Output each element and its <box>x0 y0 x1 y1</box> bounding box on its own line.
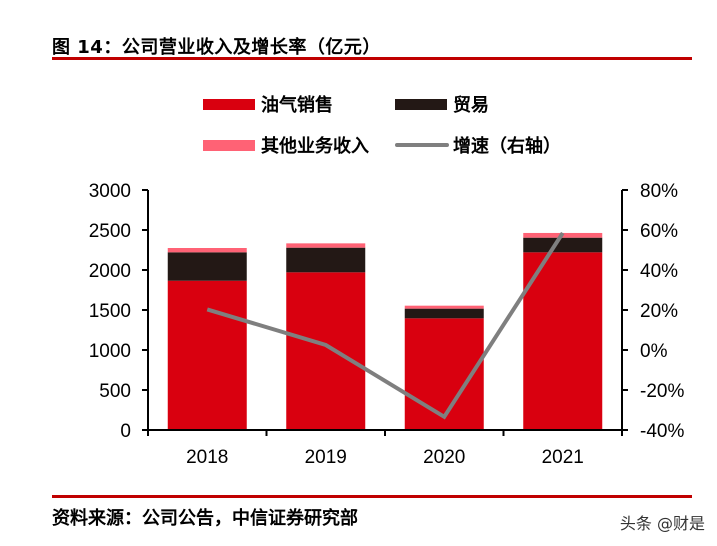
bar-2018-2 <box>167 248 247 253</box>
bar-2021-0 <box>523 252 603 430</box>
bar-2020-1 <box>404 308 484 319</box>
left-tick-label-2000: 2000 <box>89 261 131 282</box>
right-tick-label-20%: 20% <box>640 301 678 322</box>
legend-label-1: 贸易 <box>453 94 489 116</box>
legend-swatch-0 <box>203 99 255 110</box>
legend-label-0: 油气销售 <box>261 94 333 116</box>
bar-2018-0 <box>167 280 247 430</box>
right-tick-label-0%: 0% <box>640 341 668 362</box>
right-tick-label-40%: 40% <box>640 261 678 282</box>
x-tick-label-2021: 2021 <box>542 447 584 468</box>
x-tick-label-2018: 2018 <box>186 447 228 468</box>
left-tick-label-0: 0 <box>120 421 131 442</box>
legend-swatch-1 <box>395 99 447 110</box>
left-tick-label-3000: 3000 <box>89 181 131 202</box>
x-tick-label-2019: 2019 <box>305 447 347 468</box>
legend-label-2: 其他业务收入 <box>261 135 369 157</box>
bar-2020-2 <box>404 305 484 309</box>
right-tick-label--20%: -20% <box>640 381 684 402</box>
watermark: 头条 @财是 <box>619 514 705 533</box>
bar-2019-1 <box>286 247 366 273</box>
right-tick-label--40%: -40% <box>640 421 684 442</box>
bar-2019-2 <box>286 243 366 248</box>
bar-2019-0 <box>286 272 366 430</box>
bars <box>167 232 603 430</box>
right-tick-label-60%: 60% <box>640 221 678 242</box>
legend-label-3: 增速（右轴） <box>453 135 561 157</box>
left-tick-label-1000: 1000 <box>89 341 131 362</box>
source-note: 资料来源：公司公告，中信证券研究部 <box>52 508 358 529</box>
right-tick-label-80%: 80% <box>640 181 678 202</box>
growth-line <box>206 231 565 420</box>
figure-title: 图 14：公司营业收入及增长率（亿元） <box>52 37 381 58</box>
growth-line-group <box>206 231 565 420</box>
legend-swatch-2 <box>203 140 255 151</box>
left-tick-label-2500: 2500 <box>89 221 131 242</box>
bar-2021-1 <box>523 237 603 253</box>
left-tick-label-1500: 1500 <box>89 301 131 322</box>
bar-2018-1 <box>167 252 247 281</box>
title-rule <box>52 57 692 60</box>
left-tick-label-500: 500 <box>99 381 131 402</box>
source-rule <box>52 495 692 498</box>
axes: 0 500 1000 1500 2000 2500 3000 -40% -20% 0% 20% 40%… <box>89 181 685 468</box>
x-tick-label-2020: 2020 <box>423 447 465 468</box>
